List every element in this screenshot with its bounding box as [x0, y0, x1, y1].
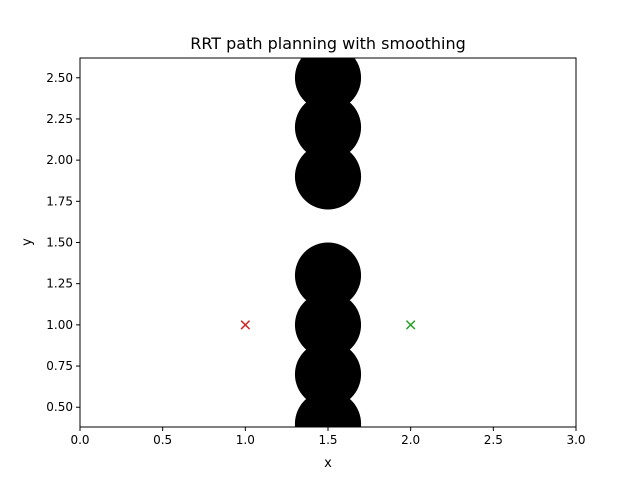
x-marker-2: [405, 320, 416, 330]
chart-title: RRT path planning with smoothing: [190, 34, 466, 53]
y-axis-label: y: [20, 238, 35, 246]
x-axis: 0.0 0.5 1.0 1.5 2.0 2.5 3.0: [70, 427, 586, 447]
x-tick-label: 2.0: [401, 433, 420, 447]
y-tick-label: 2.25: [46, 112, 73, 126]
y-tick-label: 1.00: [46, 318, 73, 332]
x-marker-1: [240, 320, 251, 330]
obstacle-circle-6: [294, 341, 362, 408]
y-tick-label: 2.50: [46, 71, 73, 85]
y-tick-label: 0.75: [46, 359, 73, 373]
obstacle-circle-2: [294, 94, 362, 161]
y-tick-label: 1.50: [46, 236, 73, 250]
x-tick-label: 1.0: [236, 433, 255, 447]
x-tick-label: 2.5: [484, 433, 503, 447]
obstacle-circle-4: [294, 242, 362, 309]
y-axis: 0.50 0.75 1.00 1.25 1.50 1.75 2.00 2.25 2.50: [46, 71, 80, 414]
y-tick-label: 0.50: [46, 400, 73, 414]
markers-layer: [240, 320, 416, 330]
obstacle-circle-5: [294, 291, 362, 358]
y-tick-label: 1.25: [46, 277, 73, 291]
obstacle-circle-3: [294, 143, 362, 210]
y-tick-label: 1.75: [46, 194, 73, 208]
obstacle-circle-1: [294, 58, 362, 111]
y-tick-label: 2.00: [46, 153, 73, 167]
x-tick-label: 1.5: [318, 433, 337, 447]
x-tick-label: 0.5: [153, 433, 172, 447]
x-tick-label: 0.0: [70, 433, 89, 447]
x-axis-label: x: [324, 456, 332, 471]
x-tick-label: 3.0: [566, 433, 585, 447]
obstacles-layer: [294, 58, 362, 427]
obstacle-circle-7: [294, 390, 362, 427]
